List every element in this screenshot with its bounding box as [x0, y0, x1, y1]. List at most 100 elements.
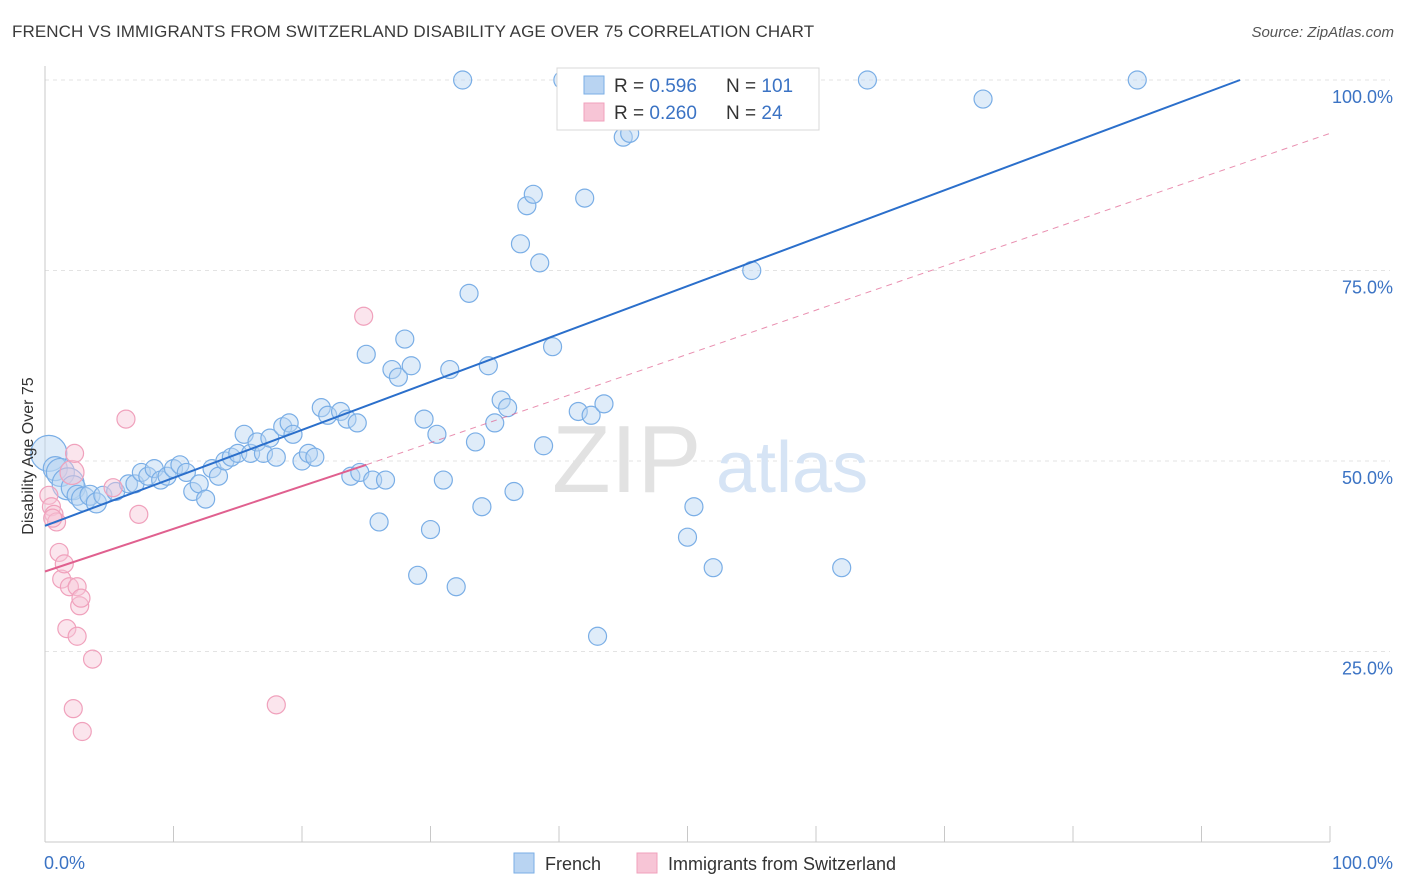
y-tick-label: 100.0% — [1332, 87, 1393, 107]
french-point — [453, 70, 473, 90]
french-point — [523, 184, 543, 204]
french-point — [1127, 70, 1147, 90]
swiss-point — [116, 409, 136, 429]
french-point — [427, 424, 447, 444]
french-point — [382, 359, 402, 380]
french-point — [395, 329, 415, 349]
swiss-point — [54, 554, 74, 574]
swiss-point — [63, 699, 83, 719]
stats-legend: R = 0.596 N = 101 R = 0.260 N = 24 — [556, 67, 820, 131]
legend-label: Immigrants from Switzerland — [668, 854, 896, 874]
y-tick-labels: 100.0% 75.0% 50.0% 25.0% — [1332, 87, 1393, 679]
french-point — [401, 356, 421, 376]
swiss-point — [39, 485, 59, 505]
french-point — [677, 527, 698, 547]
y-axis-label: Disability Age Over 75 — [20, 377, 37, 535]
swiss-point — [67, 626, 87, 646]
french-point — [279, 413, 299, 433]
source-label: Source: ZipAtlas.com — [1251, 24, 1394, 41]
french-point — [356, 344, 376, 364]
swiss-point — [52, 569, 72, 589]
french-point — [703, 558, 723, 578]
french-point — [832, 558, 852, 578]
swiss-point — [64, 443, 85, 463]
french-point — [465, 432, 486, 452]
french-point — [247, 432, 267, 452]
swiss-point — [57, 619, 77, 639]
legend-swatch — [583, 75, 605, 95]
legend-stat-text: R = 0.596 N = 101 — [614, 76, 793, 97]
french-point — [472, 497, 492, 517]
watermark: ZIP atlas — [552, 406, 868, 513]
legend-stat-text: R = 0.260 N = 24 — [614, 103, 783, 124]
french-point — [266, 447, 286, 467]
french-point — [459, 283, 479, 303]
y-tick-label: 75.0% — [1342, 278, 1393, 298]
french-point — [587, 626, 608, 646]
swiss-point — [129, 504, 149, 524]
swiss-point — [354, 306, 374, 326]
swiss-trend-line — [44, 463, 367, 573]
french-point — [533, 436, 554, 456]
french-point — [568, 401, 588, 422]
french-point — [388, 367, 408, 387]
swiss-point — [82, 649, 103, 669]
swiss-point — [43, 508, 63, 528]
x-tick-label: 100.0% — [1332, 853, 1393, 873]
chart-title: FRENCH VS IMMIGRANTS FROM SWITZERLAND DI… — [12, 22, 815, 41]
y-tick-label: 25.0% — [1342, 659, 1393, 679]
swiss-trend-extension — [366, 132, 1331, 466]
french-point — [684, 497, 704, 517]
swiss-point — [49, 542, 69, 563]
french-point — [485, 413, 505, 433]
legend-swatch — [636, 852, 658, 874]
trend-lines — [44, 79, 1331, 573]
french-point — [517, 196, 537, 216]
swiss-point — [59, 459, 85, 486]
french-trend-line — [44, 79, 1241, 527]
french-point — [305, 447, 325, 467]
french-point — [138, 466, 158, 486]
french-point — [504, 481, 524, 502]
french-point — [408, 565, 428, 585]
french-point — [857, 70, 878, 90]
watermark-zip: ZIP — [552, 406, 701, 513]
french-point — [973, 89, 993, 109]
french-point — [414, 409, 434, 429]
watermark-atlas: atlas — [716, 428, 868, 508]
french-point — [369, 512, 389, 532]
axes — [44, 66, 1331, 843]
french-point — [311, 398, 331, 418]
data-points — [30, 70, 1147, 742]
swiss-point — [59, 577, 80, 597]
french-point — [433, 470, 453, 490]
french-point — [575, 188, 595, 208]
french-point — [30, 434, 68, 472]
french-point — [510, 234, 531, 254]
legend-swatch — [513, 852, 535, 874]
swiss-point — [103, 478, 123, 498]
french-point — [542, 337, 563, 357]
french-point — [594, 394, 614, 414]
french-point — [375, 470, 396, 490]
french-point — [440, 359, 460, 380]
bottom-legend: French Immigrants from Switzerland — [513, 852, 896, 874]
swiss-point — [70, 596, 90, 616]
french-point — [530, 253, 550, 273]
swiss-point — [67, 577, 87, 597]
french-point — [498, 398, 518, 418]
french-point — [491, 390, 511, 410]
y-tick-label: 50.0% — [1342, 468, 1393, 488]
legend-label: French — [545, 854, 601, 874]
swiss-point — [72, 721, 92, 742]
french-point — [170, 455, 190, 475]
swiss-point — [71, 588, 91, 608]
french-point — [292, 451, 312, 471]
swiss-point — [266, 695, 286, 715]
french-point — [196, 489, 216, 509]
french-point — [118, 474, 139, 494]
french-point — [283, 424, 303, 444]
french-point — [318, 405, 338, 425]
legend-swatch — [583, 102, 605, 122]
